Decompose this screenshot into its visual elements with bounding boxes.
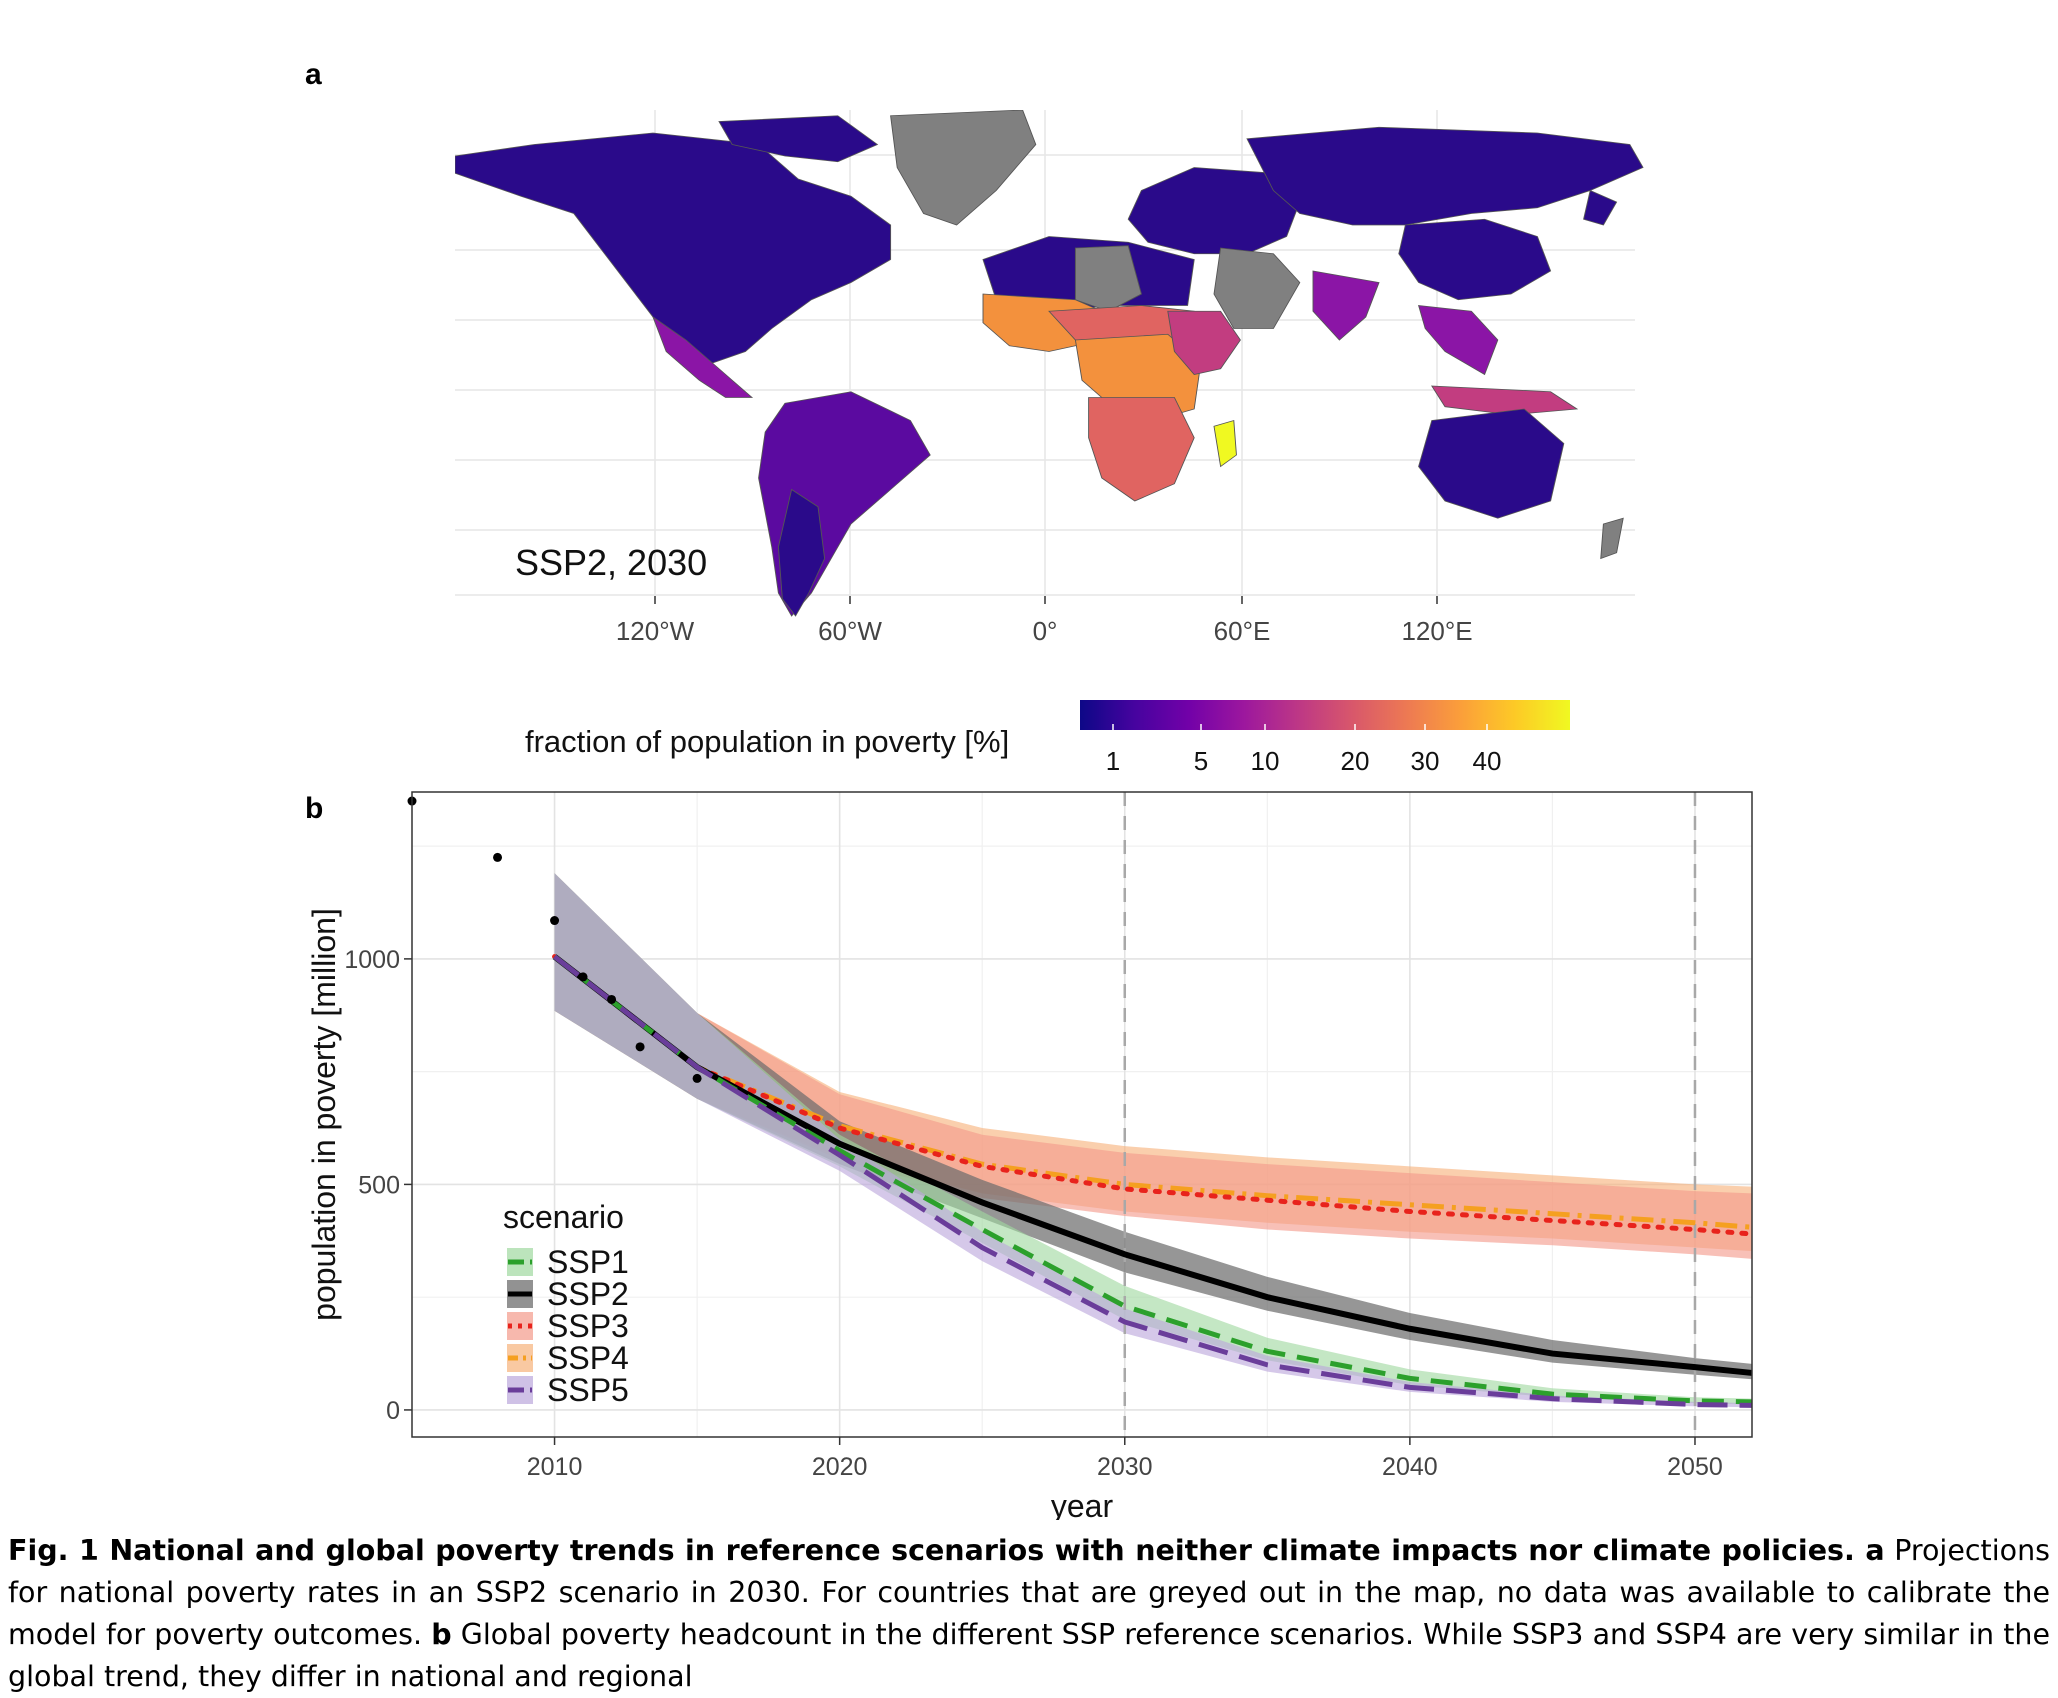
lon-tick-label: 0°	[1033, 616, 1058, 646]
x-tick-label: 2020	[812, 1453, 868, 1481]
observed-point	[493, 852, 503, 862]
panel-b-letter: b	[305, 792, 324, 825]
colorbar-tick-label: 5	[1194, 746, 1208, 776]
legend-label: SSP2	[547, 1276, 629, 1312]
country-china	[1398, 218, 1552, 301]
band-ssp5	[554, 873, 1752, 1408]
country-north-america	[455, 132, 892, 364]
panel-a-letter: a	[305, 58, 322, 91]
observed-point	[635, 1042, 645, 1052]
x-tick-label: 2040	[1382, 1453, 1438, 1481]
country-australia	[1418, 408, 1565, 519]
legend-label: SSP5	[547, 1372, 629, 1408]
countries	[455, 110, 1644, 617]
legend-label: SSP1	[547, 1244, 629, 1280]
colorbar-tick-label: 20	[1341, 746, 1370, 776]
caption-a-label: a	[1865, 1534, 1885, 1567]
lon-tick-label: 120°W	[616, 616, 695, 646]
legend-label: SSP3	[547, 1308, 629, 1344]
colorbar-tick-label: 30	[1411, 746, 1440, 776]
colorbar-gradient	[1080, 700, 1570, 730]
country-mexico	[652, 315, 754, 398]
country-east-africa	[1167, 310, 1241, 375]
country-arctic-islands	[718, 115, 879, 163]
country-indonesia	[1430, 385, 1579, 416]
colorbar-tick-label: 10	[1251, 746, 1280, 776]
y-axis-label: population in poverty [million]	[306, 908, 342, 1321]
map-annotation: SSP2, 2030	[515, 542, 707, 583]
colorbar: fraction of population in poverty [%] 1 5…	[525, 700, 1570, 776]
country-india	[1312, 270, 1380, 341]
country-madagascar	[1213, 419, 1237, 468]
colorbar-tick-label: 40	[1473, 746, 1502, 776]
figure-caption: Fig. 1 National and global poverty trend…	[8, 1530, 2050, 1698]
plot-frame	[411, 791, 1753, 1438]
plot-grid	[411, 792, 1752, 1437]
x-tick-label: 2030	[1097, 1453, 1153, 1481]
lon-tick-label: 60°W	[818, 616, 882, 646]
poverty-line-chart: 2010 2020 2030 2040 2050 0 500 1000 year popul…	[306, 791, 1755, 1520]
x-axis-label: year	[1051, 1488, 1114, 1520]
x-tick-label: 2010	[527, 1453, 583, 1481]
y-tick-label: 1000	[344, 946, 400, 974]
legend-title: scenario	[503, 1199, 624, 1235]
line-ssp2	[552, 954, 1753, 1376]
longitude-ticks: 120°W 60°W 0° 60°E 120°E	[616, 596, 1473, 646]
x-tick-label: 2050	[1667, 1453, 1723, 1481]
country-japan	[1583, 189, 1618, 226]
x-axis-ticks: 2010 2020 2030 2040 2050	[527, 1437, 1723, 1481]
scenario-lines	[552, 954, 1755, 1408]
y-tick-label: 0	[386, 1397, 400, 1425]
colorbar-tick-label: 1	[1106, 746, 1120, 776]
country-greenland	[890, 110, 1037, 226]
y-tick-label: 500	[358, 1171, 400, 1199]
legend-label: SSP4	[547, 1340, 629, 1376]
country-sahara-grey	[1074, 245, 1142, 312]
lon-tick-label: 120°E	[1401, 616, 1472, 646]
observed-point	[578, 972, 588, 982]
caption-a-text: Projections for national poverty rates i…	[8, 1534, 2050, 1651]
observed-point	[607, 994, 617, 1004]
reference-vlines	[1123, 792, 1697, 1437]
caption-title: National and global poverty trends in re…	[109, 1534, 1855, 1567]
country-south-africa	[1088, 397, 1195, 502]
observed-point	[692, 1073, 702, 1083]
country-europe	[1127, 167, 1301, 255]
country-russia-asia	[1246, 126, 1644, 226]
country-south-cone	[777, 488, 826, 617]
y-axis-ticks: 0 500 1000	[344, 946, 412, 1425]
plot-background	[412, 792, 1752, 1437]
caption-label: Fig. 1	[8, 1534, 99, 1567]
caption-b-label: b	[431, 1618, 452, 1651]
observed-point	[550, 916, 560, 926]
country-middle-east	[1213, 247, 1301, 329]
colorbar-ticks: 1 5 10 20 30 40	[1106, 724, 1502, 776]
country-new-zealand	[1600, 517, 1624, 560]
line-ssp5	[553, 954, 1753, 1408]
line-ssp3	[552, 954, 1755, 1237]
country-se-asia	[1417, 305, 1499, 376]
colorbar-label: fraction of population in poverty [%]	[525, 724, 1009, 759]
world-poverty-map: SSP2, 2030 120°W 60°W 0° 60°E 120°E	[455, 110, 1644, 646]
lon-tick-label: 60°E	[1214, 616, 1271, 646]
